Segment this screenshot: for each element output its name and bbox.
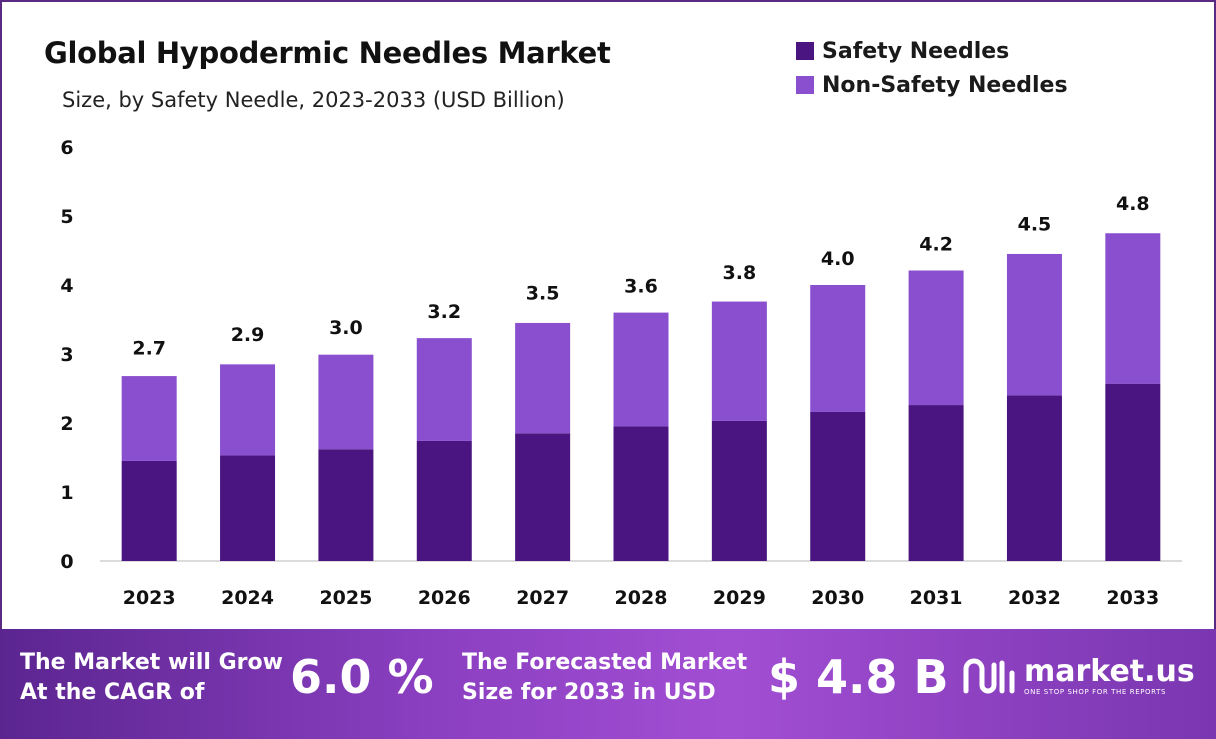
bar-non-safety — [1105, 233, 1161, 384]
x-tick-label: 2031 — [910, 587, 963, 609]
y-tick-label: 4 — [60, 275, 73, 297]
brand-logo[interactable]: market.us ONE STOP SHOP FOR THE REPORTS — [962, 655, 1195, 699]
x-tick-label: 2032 — [1008, 587, 1061, 609]
bar-total-label: 3.0 — [329, 317, 363, 339]
bar-non-safety — [711, 301, 767, 421]
brand-name: market.us — [1024, 654, 1195, 689]
bar-non-safety — [318, 354, 374, 450]
bar-chart: 0 1 2 3 4 5 6 2.7 2023 2.9 2024 3.0 2025 3.2 2026 3.5 20… — [60, 137, 1182, 609]
legend: Safety Needles Non-Safety Needles — [796, 34, 1068, 102]
chart-subtitle: Size, by Safety Needle, 2023-2033 (USD B… — [62, 88, 565, 112]
bar-non-safety — [515, 322, 571, 434]
x-tick-label: 2033 — [1106, 587, 1159, 609]
legend-label-non-safety: Non-Safety Needles — [822, 72, 1068, 98]
bar-safety — [810, 411, 866, 561]
x-tick-label: 2027 — [516, 587, 569, 609]
x-tick-label: 2028 — [615, 587, 668, 609]
x-tick-label: 2029 — [713, 587, 766, 609]
x-tick-label: 2023 — [123, 587, 176, 609]
bar-safety — [908, 405, 964, 561]
y-tick-label: 3 — [60, 344, 73, 366]
bar-total-label: 3.6 — [624, 276, 658, 298]
bar-non-safety — [613, 312, 669, 427]
bar-non-safety — [1006, 253, 1062, 396]
bar-safety — [318, 449, 374, 561]
y-tick-label: 5 — [60, 206, 73, 228]
forecast-label-line2: Size for 2033 in USD — [462, 680, 716, 705]
chart-title: Global Hypodermic Needles Market — [44, 36, 611, 70]
bar-non-safety — [908, 270, 964, 406]
cagr-label: The Market will Grow At the CAGR of — [20, 648, 283, 708]
forecast-label: The Forecasted Market Size for 2033 in U… — [462, 648, 747, 708]
cagr-label-line2: At the CAGR of — [20, 680, 205, 705]
legend-swatch-non-safety — [796, 76, 814, 94]
y-tick-label: 0 — [60, 551, 73, 573]
bar-total-label: 4.5 — [1018, 214, 1052, 236]
legend-item-safety: Safety Needles — [796, 34, 1068, 68]
bar-safety — [1006, 395, 1062, 561]
legend-swatch-safety — [796, 42, 814, 60]
brand-tagline: ONE STOP SHOP FOR THE REPORTS — [1024, 688, 1167, 696]
bar-total-label: 2.7 — [132, 338, 166, 360]
x-tick-label: 2030 — [811, 587, 864, 609]
bar-total-label: 4.8 — [1116, 193, 1150, 215]
bar-safety — [121, 460, 177, 561]
x-tick-label: 2025 — [319, 587, 372, 609]
bar-non-safety — [416, 338, 472, 441]
y-tick-label: 1 — [60, 482, 73, 504]
y-tick-label: 2 — [60, 413, 73, 435]
bar-total-label: 3.2 — [427, 301, 461, 323]
bar-non-safety — [220, 364, 276, 456]
forecast-label-line1: The Forecasted Market — [462, 650, 748, 675]
bar-safety — [515, 433, 571, 561]
x-tick-label: 2026 — [418, 587, 471, 609]
x-tick-label: 2024 — [221, 587, 274, 609]
bar-total-label: 4.0 — [821, 248, 855, 270]
bar-total-label: 4.2 — [919, 234, 953, 256]
legend-item-non-safety: Non-Safety Needles — [796, 68, 1068, 102]
bar-safety — [416, 440, 472, 561]
bar-non-safety — [121, 376, 177, 461]
bar-safety — [711, 420, 767, 561]
forecast-value: $ 4.8 B — [768, 650, 949, 704]
cagr-value: 6.0 % — [290, 650, 434, 704]
bar-safety — [220, 455, 276, 561]
legend-label-safety: Safety Needles — [822, 38, 1010, 64]
y-tick-label: 6 — [60, 137, 73, 159]
market-us-logo-icon — [963, 658, 1015, 694]
bar-safety — [1105, 383, 1161, 561]
cagr-label-line1: The Market will Grow — [20, 650, 283, 675]
bar-safety — [613, 426, 669, 561]
bar-total-label: 3.5 — [526, 283, 560, 305]
bar-total-label: 2.9 — [231, 324, 265, 346]
bar-non-safety — [810, 285, 866, 412]
bar-total-label: 3.8 — [723, 262, 757, 284]
